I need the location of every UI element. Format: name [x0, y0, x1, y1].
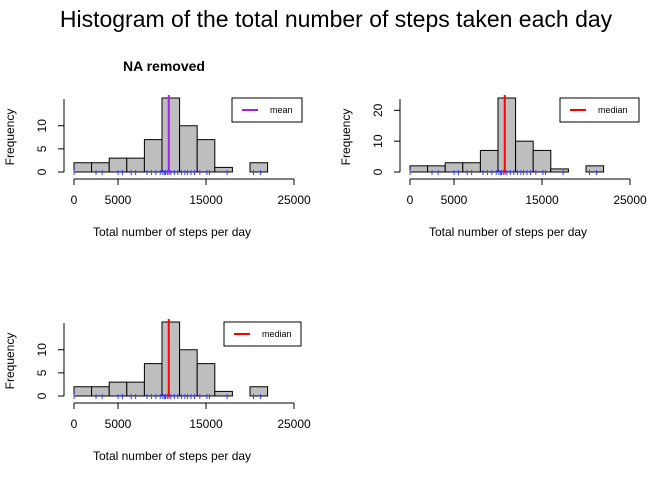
x-tick-label: 25000	[277, 193, 311, 207]
y-tick-label: 20	[371, 103, 385, 117]
x-tick-label: 5000	[441, 193, 468, 207]
legend-label: median	[598, 105, 628, 115]
histogram-bar	[179, 349, 198, 397]
y-axis-label: Frequency	[3, 333, 17, 390]
page-title: Histogram of the total number of steps t…	[59, 6, 613, 32]
histogram-bar	[249, 386, 269, 397]
y-tick-label: 10	[371, 134, 385, 148]
y-axis-label: Frequency	[3, 109, 17, 166]
y-tick-label: 0	[35, 392, 49, 399]
x-axis-label: Total number of steps per day	[429, 225, 587, 239]
histogram-bar	[161, 321, 181, 397]
subplot-title: NA removed	[123, 58, 205, 74]
x-tick-label: 0	[71, 417, 78, 431]
x-tick-label: 5000	[105, 417, 132, 431]
y-tick-label: 0	[371, 168, 385, 175]
histogram-bar	[196, 139, 216, 173]
histogram-bar	[249, 162, 269, 173]
legend-label: median	[262, 329, 292, 339]
y-axis-label: Frequency	[339, 109, 353, 166]
histogram-bar	[126, 381, 145, 397]
histogram-bar	[532, 149, 552, 173]
histogram-bar	[73, 386, 93, 397]
histogram-bar	[214, 390, 233, 397]
x-tick-label: 25000	[277, 417, 311, 431]
x-tick-label: 0	[71, 193, 78, 207]
histogram-bar	[196, 363, 216, 397]
x-axis-label: Total number of steps per day	[93, 449, 251, 463]
histogram-bar	[143, 363, 163, 397]
y-tick-label: 10	[35, 343, 49, 357]
histogram-bar	[585, 165, 605, 173]
x-tick-label: 15000	[189, 417, 223, 431]
y-tick-label: 5	[35, 369, 49, 376]
x-tick-label: 0	[407, 193, 414, 207]
histogram-bar	[91, 386, 110, 397]
y-tick-label: 0	[35, 168, 49, 175]
x-tick-label: 25000	[613, 193, 647, 207]
x-tick-label: 15000	[525, 193, 559, 207]
histogram-bar	[550, 168, 569, 173]
histogram-bar	[108, 381, 128, 397]
y-tick-label: 5	[35, 145, 49, 152]
y-tick-label: 10	[35, 119, 49, 133]
x-tick-label: 15000	[189, 193, 223, 207]
legend-label: mean	[270, 105, 293, 115]
x-axis-label: Total number of steps per day	[93, 225, 251, 239]
histogram-bar	[214, 166, 233, 173]
x-tick-label: 5000	[105, 193, 132, 207]
